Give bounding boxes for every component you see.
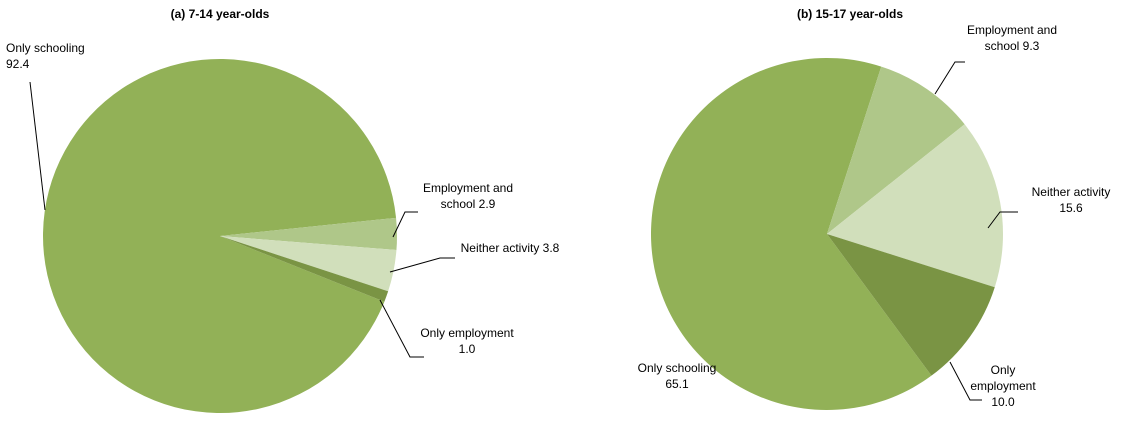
chart-title: (a) 7-14 year-olds xyxy=(171,7,270,21)
label-value: 1.0 xyxy=(458,342,476,356)
data-label: Employment and school 2.9 xyxy=(412,180,524,212)
pie-slice xyxy=(827,124,1003,288)
leader-line xyxy=(379,299,424,358)
pie-slice xyxy=(651,57,932,410)
label-value: 9.3 xyxy=(1022,39,1040,53)
pie-slice xyxy=(220,236,389,302)
leader-line xyxy=(392,211,418,238)
label-value: 65.1 xyxy=(665,377,689,391)
label-category: Neither activity xyxy=(460,241,540,255)
leader-line xyxy=(934,61,965,95)
data-label: Neither activity 15.6 xyxy=(1030,184,1112,216)
leader-line xyxy=(987,211,1018,229)
label-value: 15.6 xyxy=(1059,201,1083,215)
leader-line xyxy=(389,257,455,273)
pie-slice xyxy=(827,66,965,234)
data-label: Only employment 1.0 xyxy=(418,325,516,357)
label-category: Only schooling xyxy=(6,41,85,55)
pie-slice xyxy=(220,236,397,292)
label-category: Only employment xyxy=(420,326,514,340)
leader-line xyxy=(949,361,982,401)
label-value: 2.9 xyxy=(478,197,496,211)
data-label: Neither activity 3.8 xyxy=(452,240,568,256)
label-category: Only schooling xyxy=(637,361,717,375)
data-label: Employment and school 9.3 xyxy=(962,22,1062,54)
pie-slice xyxy=(42,59,397,413)
label-category: Neither activity xyxy=(1031,185,1111,199)
label-category: Employment and school xyxy=(422,181,514,211)
label-value: 3.8 xyxy=(542,241,560,255)
data-label: Only employment 10.0 xyxy=(966,362,1040,410)
label-category: Only employment xyxy=(970,363,1036,393)
leader-line xyxy=(29,81,46,211)
label-category: Employment and school xyxy=(966,23,1058,53)
label-value: 10.0 xyxy=(991,395,1015,409)
pie-slice xyxy=(220,217,397,251)
pie-slice xyxy=(827,234,995,376)
chart-title: (b) 15-17 year-olds xyxy=(797,7,903,21)
label-value: 92.4 xyxy=(6,57,30,71)
data-label: Only schooling 65.1 xyxy=(628,360,726,392)
data-label: Only schooling 92.4 xyxy=(6,40,96,72)
